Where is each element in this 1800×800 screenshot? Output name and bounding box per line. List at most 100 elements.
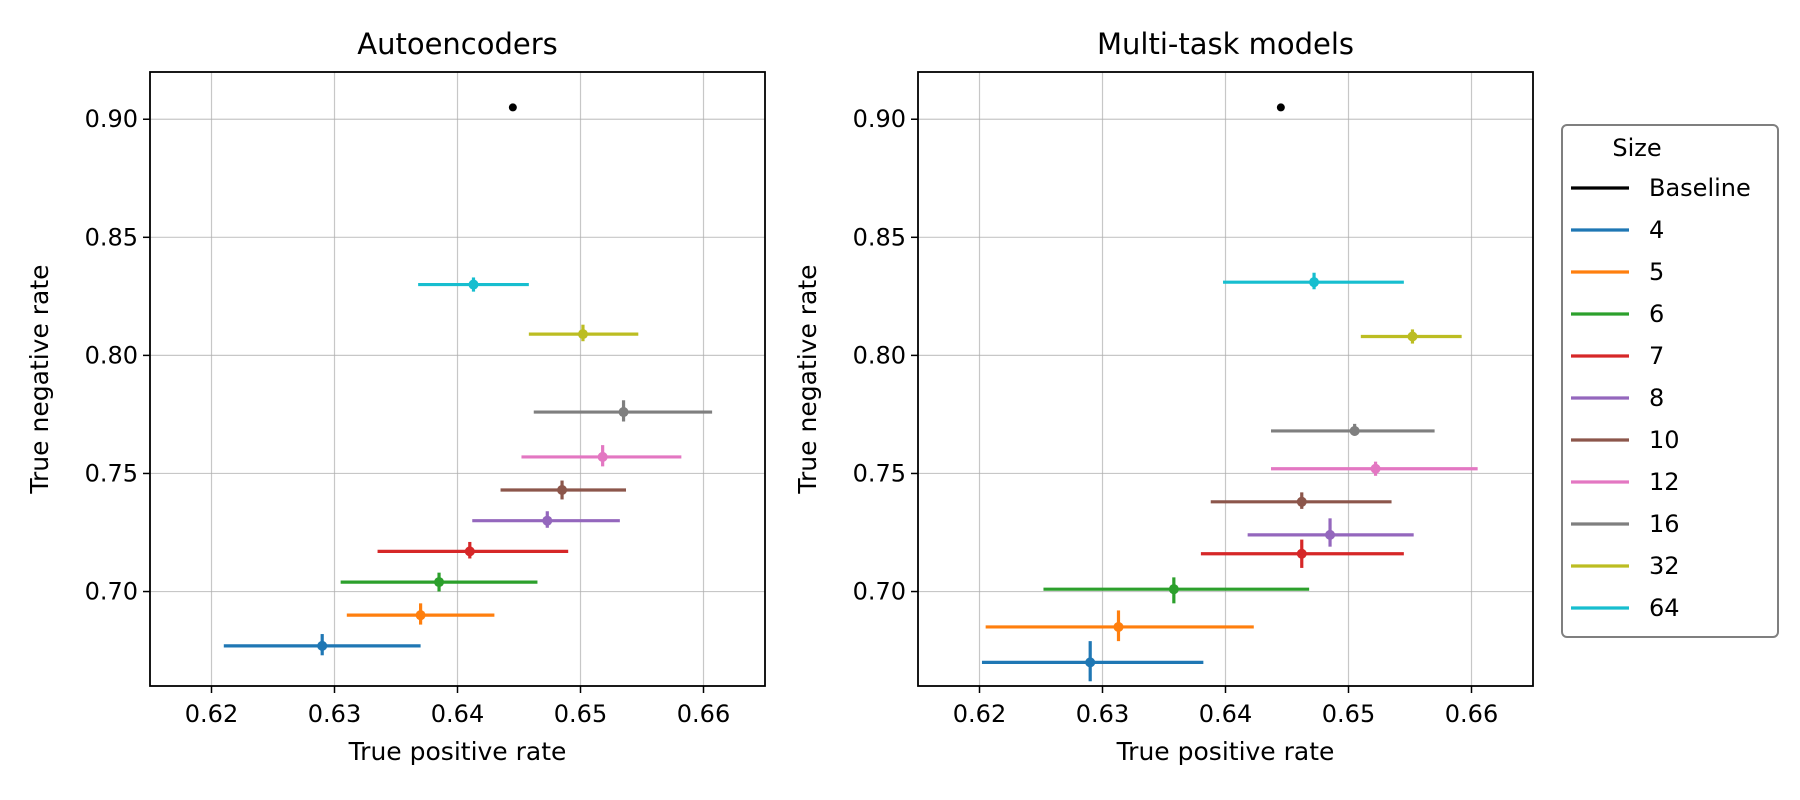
data-point (468, 279, 479, 290)
legend-entry: 64 (1571, 594, 1680, 622)
data-point (317, 640, 328, 651)
data-point (1407, 331, 1418, 342)
data-point (1296, 496, 1307, 507)
y-axis-label: True negative rate (793, 264, 822, 494)
series-16 (533, 400, 713, 422)
series-5 (346, 603, 495, 625)
data-point (1296, 548, 1307, 559)
data-point (1349, 425, 1360, 436)
chart-title: Multi-task models (1097, 27, 1354, 61)
legend-entries: Baseline 4 5 6 7 8 10 12 16 32 64 (1571, 174, 1751, 622)
legend-entry: 5 (1571, 258, 1664, 286)
legend-title: Size (1612, 134, 1661, 162)
data-point (415, 610, 426, 621)
series-32 (528, 324, 639, 342)
series-12 (521, 445, 682, 467)
chart-panel-autoencoders: Autoencoders 0.62 0.63 0.64 0.65 0.66 0.70 0.… (25, 27, 766, 766)
data-point (434, 577, 445, 588)
legend-label: 32 (1649, 552, 1680, 580)
data-marks (223, 103, 713, 656)
grid-lines (918, 72, 1533, 686)
data-point (597, 451, 608, 462)
series-6 (1043, 577, 1310, 604)
legend-label: Baseline (1649, 174, 1751, 202)
legend-entry: 8 (1571, 384, 1664, 412)
legend-label: 7 (1649, 342, 1664, 370)
data-point (1309, 277, 1320, 288)
legend-entry: 4 (1571, 216, 1664, 244)
data-point (1113, 621, 1124, 632)
y-axis-ticks: 0.70 0.75 0.80 0.85 0.90 (85, 105, 150, 606)
data-point (618, 407, 629, 418)
plot-frame (917, 71, 1534, 687)
data-point (464, 546, 475, 557)
y-tick-label: 0.70 (853, 578, 906, 606)
legend-label: 10 (1649, 426, 1680, 454)
y-tick-label: 0.85 (85, 223, 138, 251)
series-Baseline (1276, 103, 1285, 112)
series-10 (1210, 492, 1392, 509)
x-tick-label: 0.64 (431, 700, 484, 728)
data-point (508, 103, 517, 112)
x-tick-label: 0.65 (1322, 700, 1375, 728)
series-64 (1223, 272, 1404, 290)
series-8 (472, 511, 620, 528)
series-10 (500, 480, 627, 500)
plot-frame (149, 71, 766, 687)
series-4 (223, 634, 421, 656)
data-point (1276, 103, 1285, 112)
grid-lines (150, 72, 765, 686)
series-32 (1360, 329, 1462, 344)
legend-label: 4 (1649, 216, 1664, 244)
data-point (1370, 463, 1381, 474)
x-axis-label: True positive rate (1116, 737, 1335, 766)
legend-label: 5 (1649, 258, 1664, 286)
series-7 (377, 541, 569, 559)
legend-entry: 16 (1571, 510, 1680, 538)
series-8 (1247, 518, 1414, 547)
data-point (1325, 529, 1336, 540)
data-point (1168, 584, 1179, 595)
data-point (557, 484, 568, 495)
data-marks (981, 103, 1478, 682)
legend-entry: 12 (1571, 468, 1680, 496)
y-tick-label: 0.70 (85, 578, 138, 606)
x-tick-label: 0.63 (1076, 700, 1129, 728)
x-tick-label: 0.62 (185, 700, 238, 728)
legend-entry: 10 (1571, 426, 1680, 454)
legend-entry: 32 (1571, 552, 1680, 580)
legend-label: 16 (1649, 510, 1680, 538)
x-tick-label: 0.66 (677, 700, 730, 728)
x-tick-label: 0.65 (554, 700, 607, 728)
y-tick-label: 0.75 (853, 459, 906, 487)
y-tick-label: 0.80 (85, 341, 138, 369)
y-tick-label: 0.85 (853, 223, 906, 251)
series-Baseline (508, 103, 517, 112)
series-16 (1271, 423, 1435, 436)
chart-title: Autoencoders (357, 27, 558, 61)
series-12 (1271, 461, 1478, 476)
x-tick-label: 0.62 (953, 700, 1006, 728)
series-7 (1200, 539, 1404, 568)
legend: Size Baseline 4 5 6 7 8 10 12 16 32 64 (1561, 124, 1779, 638)
data-point (577, 329, 588, 340)
legend-entry: Baseline (1571, 174, 1751, 202)
x-tick-label: 0.63 (308, 700, 361, 728)
chart-panel-multitask: Multi-task models 0.62 0.63 0.64 0.65 0.66 0… (793, 27, 1534, 766)
series-6 (340, 572, 538, 592)
legend-entry: 7 (1571, 342, 1664, 370)
y-axis-ticks: 0.70 0.75 0.80 0.85 0.90 (853, 105, 918, 606)
x-axis-ticks: 0.62 0.63 0.64 0.65 0.66 (185, 686, 730, 728)
y-tick-label: 0.90 (85, 105, 138, 133)
legend-label: 8 (1649, 384, 1664, 412)
legend-label: 6 (1649, 300, 1664, 328)
series-5 (985, 610, 1254, 642)
legend-box (1561, 124, 1779, 638)
x-tick-label: 0.66 (1445, 700, 1498, 728)
series-4 (981, 641, 1204, 682)
legend-label: 64 (1649, 594, 1680, 622)
legend-entry: 6 (1571, 300, 1664, 328)
x-axis-ticks: 0.62 0.63 0.64 0.65 0.66 (953, 686, 1498, 728)
series-64 (418, 277, 529, 292)
